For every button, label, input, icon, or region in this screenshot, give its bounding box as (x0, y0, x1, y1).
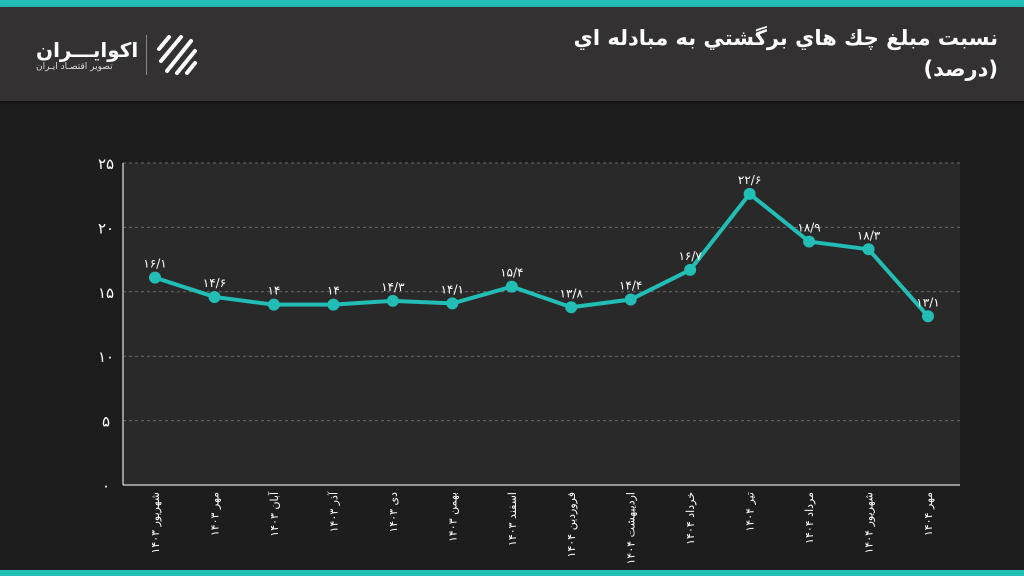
x-tick-label: تیر ۱۴۰۴ (744, 492, 757, 532)
logo: اکوایـــران تصویر اقتصـاد ایـران (36, 33, 199, 77)
y-tick-label: ۲۰ (98, 219, 114, 237)
data-label: ۱۶/۷ (678, 249, 702, 263)
title-line-1: نسبت مبلغ چك هاي برگشتي به مبادله اي (573, 26, 998, 50)
data-label: ۱۴/۴ (619, 279, 642, 293)
x-tick-label: فروردین ۱۴۰۴ (565, 492, 578, 557)
title-line-2: (درصد) (923, 57, 998, 81)
plot-area (123, 163, 960, 485)
logo-mark-icon (157, 35, 198, 75)
data-label: ۱۵/۴ (500, 266, 523, 280)
y-tick-label: ۰ (102, 477, 110, 495)
x-tick-label: اردیبهشت ۱۴۰۴ (625, 492, 638, 564)
top-accent-bar (0, 0, 1024, 7)
data-point (862, 243, 875, 256)
data-label: ۲۲/۶ (738, 173, 761, 187)
series-line (154, 191, 930, 318)
data-label: ۱۴ (267, 284, 280, 298)
x-tick-label: مهر ۱۴۰۳ (208, 492, 221, 536)
data-point (267, 298, 280, 311)
header: نسبت مبلغ چك هاي برگشتي به مبادله اي (در… (0, 7, 1024, 101)
data-point (803, 235, 816, 248)
x-tick-label: مهر ۱۴۰۴ (922, 492, 935, 536)
y-tick-label: ۱۵ (98, 284, 114, 302)
data-point (149, 271, 161, 284)
data-point (208, 290, 221, 303)
x-tick-label: اسفند ۱۴۰۳ (506, 492, 519, 546)
y-tick-label: ۱۰ (98, 348, 114, 366)
x-tick-label: خرداد ۱۴۰۴ (684, 492, 697, 545)
y-tick-label: ۵ (102, 413, 110, 431)
x-tick-label: بهمن ۱۴۰۳ (446, 492, 459, 542)
bottom-accent-bar (0, 570, 1024, 576)
x-tick-label: آبان ۱۴۰۳ (267, 491, 281, 537)
x-tick-label: دی ۱۴۰۳ (387, 492, 400, 533)
data-point (624, 293, 637, 306)
x-tick-label: شهریور ۱۴۰۳ (149, 492, 162, 554)
chart-title: نسبت مبلغ چك هاي برگشتي به مبادله اي (در… (574, 23, 998, 85)
data-label: ۱۳/۱ (916, 295, 939, 309)
logo-subtitle: تصویر اقتصـاد ایـران (36, 62, 113, 72)
data-point (327, 298, 340, 311)
data-label: ۱۴ (327, 284, 340, 298)
x-tick-label: مرداد ۱۴۰۴ (803, 492, 816, 544)
logo-name: اکوایـــران (36, 38, 139, 62)
data-point (386, 294, 399, 307)
y-tick-label: ۲۵ (98, 155, 114, 173)
data-label: ۱۸/۹ (797, 221, 820, 235)
data-label: ۱۸/۳ (857, 228, 881, 242)
data-label: ۱۶/۱ (143, 257, 166, 271)
data-label: ۱۴/۱ (441, 282, 464, 296)
data-point (743, 187, 756, 200)
data-label: ۱۳/۸ (560, 286, 584, 300)
data-point (565, 301, 578, 314)
data-point (922, 310, 934, 323)
x-tick-label: آذر ۱۴۰۳ (326, 491, 340, 532)
data-label: ۱۴/۳ (381, 280, 405, 294)
logo-divider (146, 35, 148, 75)
data-point (684, 263, 697, 276)
data-label: ۱۴/۶ (203, 276, 226, 290)
x-tick-label: شهریور ۱۴۰۴ (863, 492, 876, 554)
data-point (505, 280, 518, 293)
data-point (446, 297, 459, 310)
